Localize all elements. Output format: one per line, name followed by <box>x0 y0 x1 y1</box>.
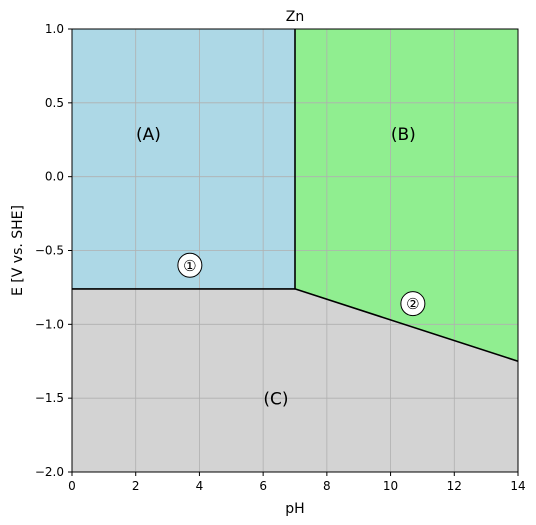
region-b-label: (B) <box>391 125 416 145</box>
y-tick-label: 0.0 <box>45 170 64 184</box>
y-tick-label: −2.0 <box>35 465 64 479</box>
y-tick-label: 1.0 <box>45 22 64 36</box>
x-axis-label: pH <box>285 501 304 517</box>
region-c-label: (C) <box>263 390 288 410</box>
x-tick-label: 10 <box>383 479 398 493</box>
region-a-area <box>72 29 295 289</box>
x-tick-label: 2 <box>132 479 140 493</box>
y-tick-label: 0.5 <box>45 96 64 110</box>
x-tick-label: 0 <box>68 479 76 493</box>
x-tick-label: 6 <box>259 479 267 493</box>
marker-1-label: ① <box>183 257 196 275</box>
region-c-area <box>72 288 518 472</box>
y-tick-label: −0.5 <box>35 244 64 258</box>
marker-1-circle <box>177 252 203 278</box>
chart-title: Zn <box>286 9 304 25</box>
marker-2-label: ② <box>406 295 419 313</box>
x-tick-label: 4 <box>196 479 204 493</box>
marker-2-circle <box>400 291 426 317</box>
ticks-layer: 0 2 4 6 8 10 12 14 −2.0 −1.5 −1.0 −0.5 0.0 0.5 1.0 <box>35 22 526 493</box>
boundaries-layer <box>72 29 519 363</box>
y-axis-label: E [V vs. SHE] <box>10 205 26 296</box>
x-tick-label: 12 <box>447 479 462 493</box>
region-b-area <box>295 29 518 362</box>
y-tick-label: −1.0 <box>35 317 64 331</box>
x-tick-label: 14 <box>510 479 525 493</box>
regions-layer <box>72 29 518 472</box>
x-tick-label: 8 <box>323 479 331 493</box>
y-tick-label: −1.5 <box>35 391 64 405</box>
region-labels-layer: (A) (B) (C) <box>136 125 416 409</box>
markers-layer: ①② <box>177 252 426 317</box>
boundary-line <box>294 288 519 363</box>
region-a-label: (A) <box>136 125 161 145</box>
